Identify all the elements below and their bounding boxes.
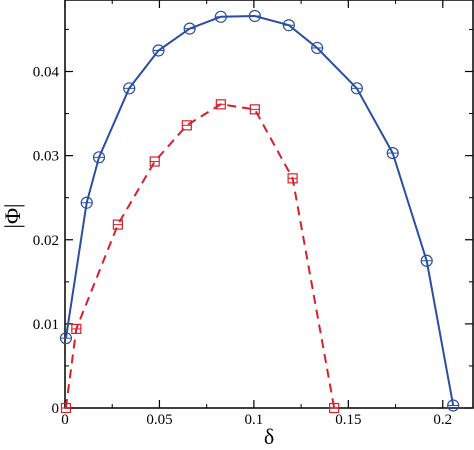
y-axis-label: |Φ| <box>0 204 25 229</box>
series-layer <box>59 9 460 414</box>
x-tick-label: 0.15 <box>335 412 361 428</box>
x-tick-label: 0.05 <box>146 412 172 428</box>
y-tick-label: 0.01 <box>33 317 59 333</box>
x-axis-label: δ <box>264 424 274 449</box>
series-2 <box>60 99 340 414</box>
series-1 <box>59 9 460 412</box>
axis-ticks: 0 0.05 0.1 0.15 0.2 0 0.01 0.02 0.03 0.04 <box>33 0 473 428</box>
plot-frame <box>64 0 474 409</box>
y-tick-label: 0.02 <box>33 233 59 249</box>
y-tick-label: 0.03 <box>33 149 59 165</box>
series-line <box>64 103 336 409</box>
series-line <box>64 14 455 406</box>
y-tick-label: 0 <box>52 401 60 417</box>
x-tick-label: 0 <box>61 412 69 428</box>
y-tick-label: 0.04 <box>33 65 60 81</box>
x-tick-label: 0.1 <box>245 412 264 428</box>
x-tick-label: 0.2 <box>433 412 452 428</box>
